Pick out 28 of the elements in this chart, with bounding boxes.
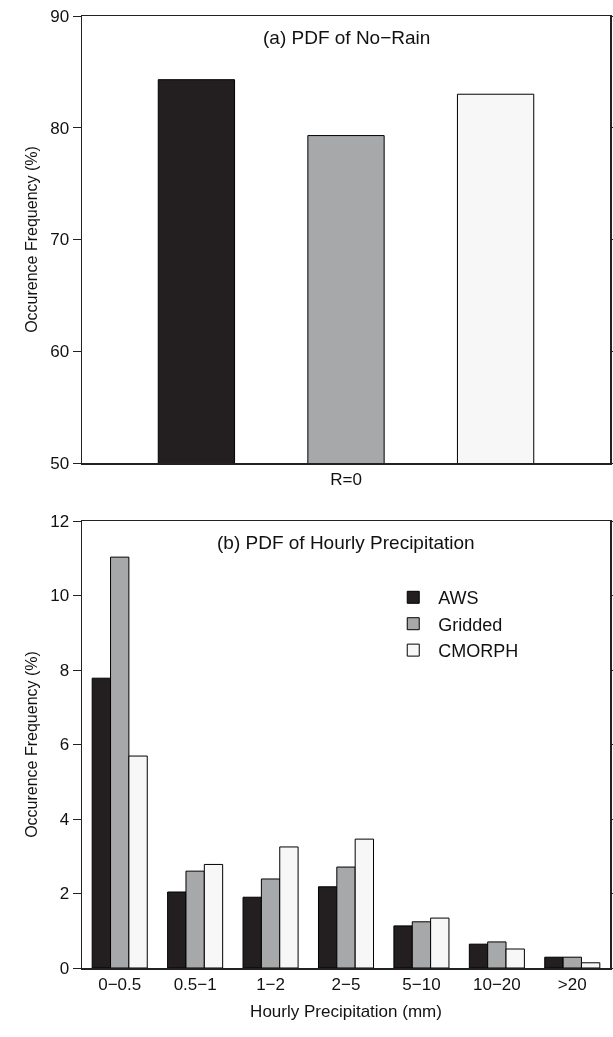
x-tick-label: 0.5−1 <box>173 974 217 994</box>
legend-label: CMORPH <box>438 641 519 662</box>
x-tick-label: 10−20 <box>472 974 521 994</box>
legend-label: AWS <box>438 588 479 609</box>
y-tick-label: 50 <box>50 453 70 473</box>
x-tick-label: >20 <box>557 974 587 994</box>
x-tick-label: 1−2 <box>256 974 285 994</box>
x-tick-label: 0−0.5 <box>98 974 142 994</box>
x-tick-label: 5−10 <box>402 974 441 994</box>
y-tick-label: 2 <box>59 884 70 904</box>
y-tick-label: 12 <box>50 511 70 531</box>
text: (a) PDF of No−Rain <box>263 27 431 48</box>
y-tick-label: 60 <box>50 342 70 362</box>
y-axis-title: Occurence Frequency (%) <box>23 146 41 333</box>
text: (b) PDF of Hourly Precipitation <box>217 532 475 553</box>
x-axis-title: Hourly Precipitation (mm) <box>250 1002 442 1022</box>
legend-label: Gridded <box>438 614 503 635</box>
x-tick-label: R=0 <box>330 469 362 489</box>
y-tick-label: 0 <box>59 958 70 978</box>
y-axis-title: Occurence Frequency (%) <box>23 651 41 838</box>
y-tick-label: 80 <box>50 118 70 138</box>
x-tick-label: 2−5 <box>331 974 361 994</box>
y-tick-label: 8 <box>59 660 70 680</box>
y-tick-label: 6 <box>59 735 70 755</box>
y-tick-label: 10 <box>50 586 70 606</box>
y-tick-label: 90 <box>50 6 70 26</box>
y-tick-label: 4 <box>59 809 70 829</box>
y-tick-label: 70 <box>50 230 70 250</box>
